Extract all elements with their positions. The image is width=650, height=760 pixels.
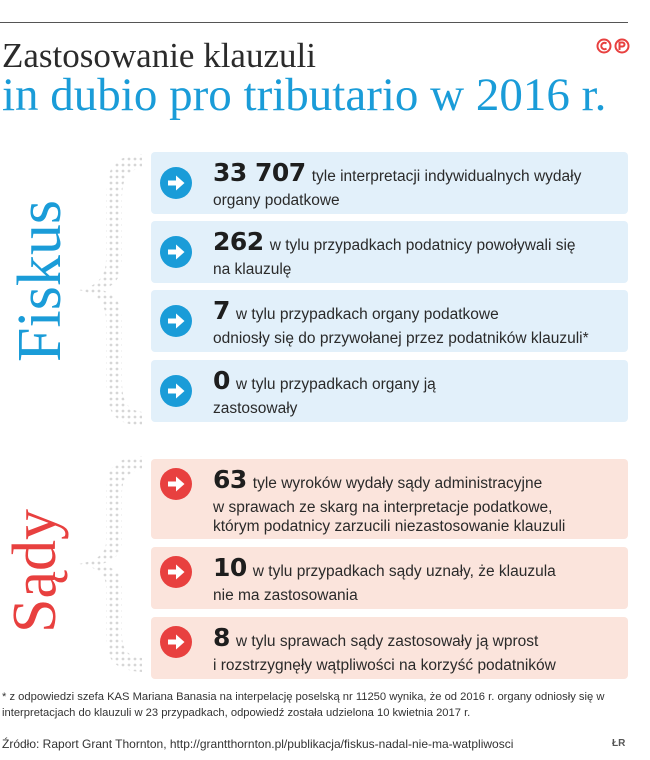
stat-text-cont: na klauzulę	[213, 261, 292, 278]
stat-text-cont: w sprawach ze skarg na interpretacje pod…	[213, 499, 553, 516]
title-line-2: in dubio pro tributario w 2016 r.	[2, 69, 607, 121]
source-line: Źródło: Raport Grant Thornton, http://gr…	[2, 737, 514, 751]
footnote: * z odpowiedzi szefa KAS Mariana Banasia…	[2, 691, 605, 719]
publisher-logo	[596, 38, 630, 54]
stat-number: 7	[213, 296, 230, 325]
stat-text-cont: organy podatkowe	[213, 192, 340, 209]
stat-text-cont: i rozstrzygnęły wątpliwości na korzyść p…	[213, 657, 556, 674]
stat-text: tyle wyroków wydały sądy administracyjne	[252, 475, 543, 492]
arrow-right-icon	[159, 304, 193, 338]
arrow-right-icon	[159, 467, 193, 501]
stat-text-cont: nie ma zastosowania	[213, 587, 358, 604]
stat-number: 10	[213, 553, 247, 582]
stat-text: w tylu przypadkach organy podatkowe	[235, 306, 499, 323]
stat-text: w tylu sprawach sądy zastosowały ją wpro…	[235, 633, 539, 650]
stat-number: 33 707	[213, 158, 306, 187]
fiskus-card-4: 0 w tylu przypadkach organy ją zastosował…	[151, 360, 628, 422]
sady-card-1: 63 tyle wyroków wydały sądy administracyj…	[151, 459, 628, 539]
fiskus-brace-decoration	[78, 154, 142, 426]
stat-text-cont: którym podatnicy zarzucili niezastosowan…	[213, 518, 566, 535]
sady-card-2: 10 w tylu przypadkach sądy uznały, że kla…	[151, 547, 628, 609]
section-label-fiskus: Fiskus	[6, 200, 74, 362]
stat-text-cont: odniosły się do przywołanej przez podatn…	[213, 330, 589, 347]
arrow-right-icon	[159, 374, 193, 408]
stat-number: 63	[213, 465, 247, 494]
stat-text: w tylu przypadkach organy ją	[235, 376, 436, 393]
arrow-right-icon	[159, 166, 193, 200]
fiskus-card-1: 33 707 tyle interpretacji indywidualnych …	[151, 152, 628, 214]
stat-text-cont: zastosowały	[213, 400, 298, 417]
stat-number: 8	[213, 623, 230, 652]
author-credit: ŁR	[612, 738, 626, 749]
sady-card-3: 8 w tylu sprawach sądy zastosowały ją wpr…	[151, 617, 628, 679]
section-label-sady: Sądy	[1, 509, 69, 633]
arrow-right-icon	[159, 625, 193, 659]
top-rule	[0, 22, 628, 23]
title-line-1: Zastosowanie klauzuli	[2, 36, 316, 75]
arrow-right-icon	[159, 235, 193, 269]
stat-text: tyle interpretacji indywidualnych wydały	[311, 168, 582, 185]
arrow-right-icon	[159, 555, 193, 589]
stat-number: 0	[213, 366, 230, 395]
fiskus-card-2: 262 w tylu przypadkach podatnicy powoływa…	[151, 221, 628, 283]
sady-brace-decoration	[78, 456, 142, 672]
stat-number: 262	[213, 227, 264, 256]
stat-text: w tylu przypadkach podatnicy powoływali …	[269, 237, 576, 254]
fiskus-card-3: 7 w tylu przypadkach organy podatkowe odn…	[151, 290, 628, 352]
stat-text: w tylu przypadkach sądy uznały, że klauz…	[252, 563, 556, 580]
